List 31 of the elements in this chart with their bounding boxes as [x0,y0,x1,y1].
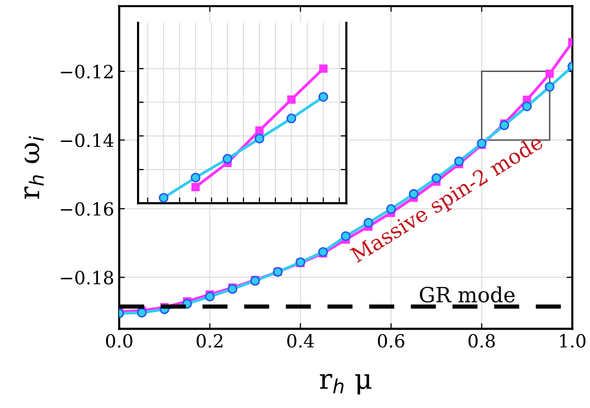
point [254,134,264,144]
x-tick-label: 0.0 [106,334,132,348]
point [545,70,554,78]
point [136,308,147,318]
y-axis-title: r$_{h}$ ω$_{i}$ [24,136,44,199]
y-tick-label: −0.14 [60,133,114,148]
point [286,114,296,124]
point [318,92,328,102]
x-tick-label: 0.4 [287,334,314,348]
point [544,82,555,92]
point [454,156,464,166]
point [158,192,168,203]
x-tick-label: 0.2 [196,334,222,348]
point [255,126,264,135]
point [222,154,232,164]
point [190,172,200,182]
point [191,182,200,192]
x-tick-label: 0.8 [468,334,495,348]
y-tick-label: −0.16 [60,202,114,216]
point [287,95,296,104]
x-axis-title: r$_{h}$ μ [320,374,372,394]
point [319,64,328,73]
point [204,292,215,302]
ref-line-label: GR mode [420,286,515,302]
point [408,189,419,199]
y-tick-label: −0.12 [60,64,113,78]
point [499,120,510,130]
y-tick-label: −0.18 [60,270,114,284]
x-tick-label: 1.0 [560,334,586,348]
point [522,102,532,112]
x-tick-label: 0.6 [378,334,404,348]
